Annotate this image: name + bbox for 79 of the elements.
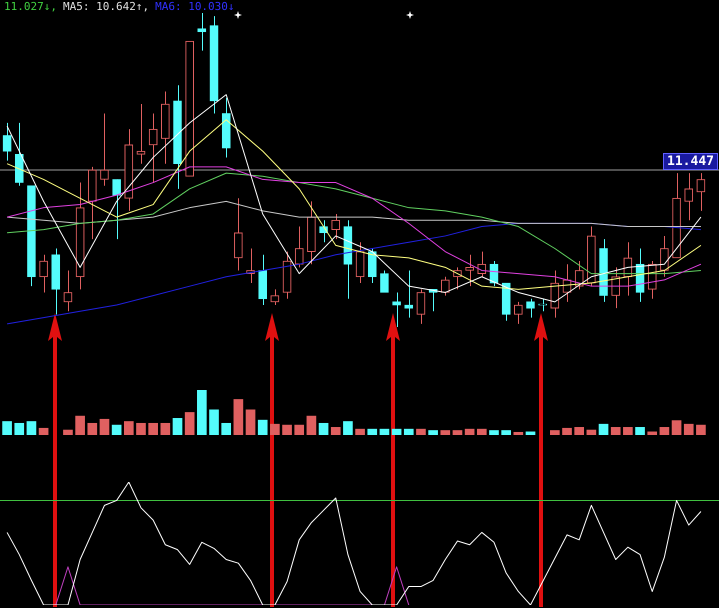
candlestick [234, 198, 243, 271]
bar [598, 424, 608, 435]
candlestick [368, 248, 377, 284]
bar [234, 399, 244, 435]
bar [610, 427, 621, 435]
annotation: MA5: 10.642↑, [62, 0, 150, 13]
annotation: MA6: 10.030↓ [155, 0, 235, 13]
bar [124, 421, 134, 435]
bar [392, 428, 402, 435]
bar [209, 409, 219, 435]
candlestick [465, 254, 474, 287]
candlestick [64, 270, 72, 312]
bar [367, 428, 378, 435]
bar [428, 430, 438, 435]
bar [660, 427, 670, 435]
bar [330, 427, 341, 435]
candlestick [550, 270, 560, 318]
candlestick [416, 288, 426, 324]
candlestick [100, 112, 109, 186]
bar [489, 430, 499, 435]
candlestick [490, 260, 498, 287]
candlestick [404, 270, 414, 318]
annotation: 11.027↓, [4, 0, 57, 13]
candlestick [2, 122, 12, 162]
bar [452, 430, 462, 435]
candlestick [380, 270, 389, 293]
bar [635, 427, 645, 435]
bar [343, 421, 353, 435]
bar [246, 409, 256, 435]
bar [38, 428, 48, 435]
bar [672, 420, 682, 435]
bar [623, 427, 633, 435]
bar [318, 422, 328, 435]
bar [501, 430, 511, 435]
bar [282, 424, 292, 435]
bar [574, 427, 584, 435]
bar [562, 428, 572, 435]
bar [112, 424, 122, 435]
bar [550, 430, 560, 435]
bar [464, 428, 474, 435]
bar [355, 428, 365, 435]
bar [14, 422, 24, 435]
bar [87, 422, 98, 435]
bar [160, 422, 170, 435]
annotation: 11.447 [663, 153, 718, 170]
bar [513, 432, 524, 435]
bar [2, 421, 12, 435]
bar [63, 430, 73, 435]
bar [294, 424, 304, 435]
bar [100, 418, 110, 435]
candlestick [112, 178, 121, 240]
bar [75, 416, 85, 435]
bar [136, 422, 146, 435]
bar [696, 424, 706, 435]
candlestick [392, 292, 401, 328]
candlestick [538, 298, 548, 312]
bar [172, 418, 182, 435]
bar [476, 428, 487, 435]
bar [380, 428, 390, 435]
bar [258, 420, 268, 435]
bar [148, 422, 158, 435]
bar [197, 390, 207, 435]
candlestick [148, 112, 158, 184]
candlestick [660, 235, 669, 278]
bar [647, 432, 658, 435]
bar [306, 416, 316, 435]
bar [26, 421, 36, 435]
bar [526, 432, 536, 435]
bar [440, 430, 450, 435]
bar [270, 424, 280, 435]
bar [586, 430, 596, 435]
bar [404, 428, 414, 435]
candlestick [356, 242, 364, 284]
bar [184, 412, 195, 435]
candlestick [294, 226, 304, 268]
candlestick [39, 254, 48, 293]
bar [416, 428, 426, 435]
bar [684, 424, 694, 435]
bar [221, 422, 232, 435]
